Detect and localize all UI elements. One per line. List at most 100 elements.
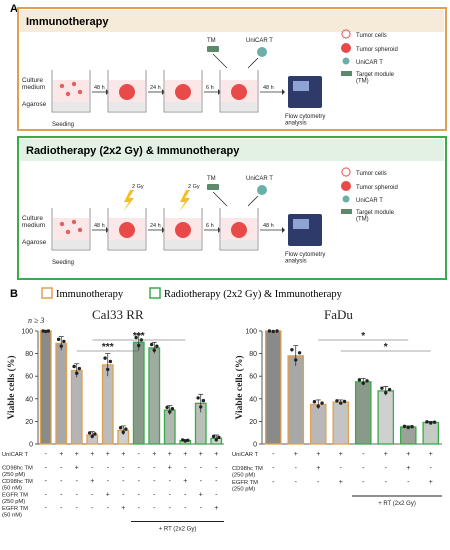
legend-tumor-cells-icon [348, 169, 351, 171]
row-sign: + [429, 451, 433, 458]
n-note: n ≥ 3 [28, 316, 44, 325]
data-point [380, 386, 384, 390]
legend-tm-icon [341, 209, 352, 214]
data-point [402, 424, 407, 429]
tumor-cell-dot [59, 83, 65, 89]
well-icon [219, 208, 259, 251]
legend-tumor-cells-icon [345, 167, 347, 169]
tumor-spheroid-icon [119, 222, 135, 238]
data-point [137, 343, 141, 348]
legend-tm-label: Target module (TM) [356, 210, 395, 223]
legend-tumor-cells-icon [345, 175, 347, 177]
row-sign: - [122, 465, 125, 472]
data-point [297, 351, 302, 355]
data-point [46, 329, 51, 333]
data-point [294, 358, 298, 362]
y-tick-label: 20 [25, 419, 33, 426]
seeding-label: Seeding [52, 260, 74, 266]
chart-fadu-svg: FaDu 0 20 40 60 80 100 Viable cells (%) * * UniCAR… [232, 307, 442, 507]
legend-unicar-label: UniCAR T [356, 60, 383, 66]
data-point [211, 434, 216, 439]
unicar-t-icon [257, 185, 267, 195]
tm-arrow [212, 53, 228, 69]
chart-title: Cal33 RR [92, 307, 144, 322]
tumor-cell-dot [65, 229, 71, 235]
y-tick-label: 0 [29, 442, 33, 449]
y-axis-label: Viable cells (%) [6, 355, 17, 419]
row-sign: - [184, 492, 187, 499]
row-sign: - [362, 479, 365, 486]
data-point [106, 367, 110, 372]
bar [422, 421, 440, 445]
legend-tumor-cells-icon [347, 174, 349, 177]
data-point [44, 329, 48, 334]
row-sign: - [138, 505, 141, 512]
bar [287, 355, 305, 445]
y-tick-label: 80 [25, 351, 33, 358]
bar [70, 369, 83, 445]
legend-tumor-cells-icon [341, 33, 343, 35]
data-point [152, 348, 156, 352]
well-icon [163, 70, 203, 113]
row-sign: + [152, 451, 156, 458]
box1-workflow: Culture medium Agarose 48 h 24 h 6 h Seeding TM… [22, 29, 398, 128]
legend-tm-label: Target module (TM) [356, 72, 395, 85]
row-sign: - [122, 492, 125, 499]
step-duration-label: 48 h [263, 85, 274, 91]
row-sign: - [272, 465, 275, 472]
row-sign: - [317, 479, 320, 486]
bar [132, 341, 145, 445]
row-sign: - [76, 505, 79, 512]
step-duration-label: 24 h [150, 85, 161, 91]
legend-unicar-icon [342, 195, 350, 203]
data-point [41, 329, 45, 333]
row-sign: - [272, 451, 275, 458]
panel-b-header: B Immunotherapy Radiotherapy (2x2 Gy) & … [0, 283, 450, 303]
legend-tumor-cells-icon [343, 167, 345, 170]
row-sign: + [75, 465, 79, 472]
unicar-arrow [247, 57, 259, 69]
row-sign: + [183, 451, 187, 458]
row-sign: - [138, 451, 141, 458]
legend-tumor-cells-icon [341, 31, 344, 33]
y-tick-label: 40 [25, 396, 33, 403]
panel-a: A Immunotherapy Radiotherapy (2x2 Gy) & … [10, 3, 447, 280]
step-duration-label: 48 h [94, 223, 105, 229]
row-sign: + [199, 492, 203, 499]
row-sign: + [316, 451, 320, 458]
row-sign: - [153, 505, 156, 512]
row-sign: - [362, 451, 365, 458]
row-sign: - [295, 479, 298, 486]
row-sign: - [45, 451, 48, 458]
box2-workflow: Culture medium Agarose 48 h 2 Gy 24 h 2 Gy 6 h S… [22, 167, 398, 266]
row-sign: + [121, 451, 125, 458]
chart-cal33rr: Cal33 RR n ≥ 3 0 20 40 60 80 100 Viable cells (%… [0, 303, 230, 550]
arrow-head [282, 227, 285, 233]
radiation-dose-label: 2 Gy [132, 184, 144, 190]
legend-tumor-cells-icon [345, 29, 347, 31]
tumor-cell-dot [71, 219, 77, 225]
data-point [118, 426, 123, 430]
unicar-t-icon [257, 47, 267, 57]
y-tick-label: 20 [249, 419, 257, 426]
legend-label-immunotherapy: Immunotherapy [56, 289, 124, 300]
row-label: CD98hc TM (50 nM) [2, 479, 33, 491]
data-point [170, 407, 175, 411]
data-point [87, 431, 92, 435]
y-tick-label: 0 [253, 442, 257, 449]
legend-swatch-radio-immunotherapy [149, 287, 161, 299]
legend-tumor-cells-label: Tumor cells [356, 171, 387, 177]
data-point [312, 400, 317, 404]
legend-tm-icon [341, 71, 352, 76]
y-axis-label: Viable cells (%) [234, 355, 245, 419]
row-sign: - [430, 465, 433, 472]
legend-tumor-spheroid-label: Tumor spheroid [356, 185, 398, 191]
y-tick-label: 60 [25, 374, 33, 381]
row-sign: - [60, 478, 63, 485]
tumor-cell-dot [59, 221, 65, 227]
arrow-head [282, 89, 285, 95]
cytometer-screen [293, 81, 309, 91]
tumor-spheroid-icon [175, 222, 191, 238]
data-point [214, 438, 218, 442]
row-label: EGFR TM (50 nM) [2, 506, 28, 518]
